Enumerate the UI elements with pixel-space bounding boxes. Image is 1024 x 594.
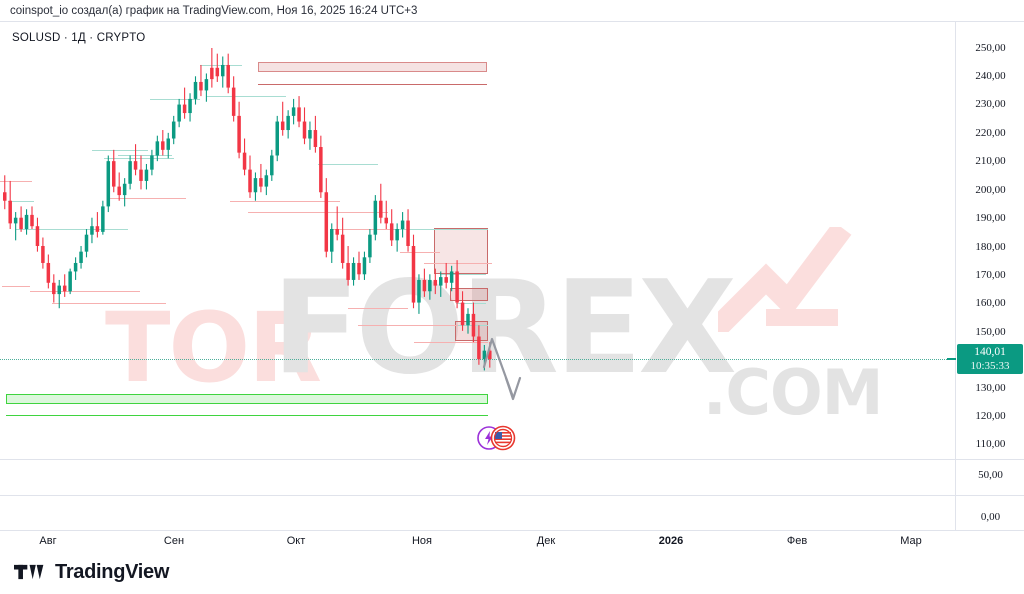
plot-separator <box>0 495 955 496</box>
price-level-line[interactable] <box>2 285 30 287</box>
price-level-line[interactable] <box>0 180 32 182</box>
price-tick-18000: 180,00 <box>975 241 1006 253</box>
economic-event-marker[interactable] <box>476 424 516 452</box>
time-tick-Фев: Фев <box>786 535 808 547</box>
candlestick-series <box>3 48 492 371</box>
price-level-line[interactable] <box>52 302 166 304</box>
footer-branding: TradingView <box>0 550 1024 594</box>
price-tick-16000: 160,00 <box>975 297 1006 309</box>
price-tick-22000: 220,00 <box>975 127 1006 139</box>
price-level-line[interactable] <box>16 229 128 231</box>
time-tick-Авг: Авг <box>39 535 57 547</box>
support-zone-126[interactable] <box>6 394 488 405</box>
price-tick-5000: 50,00 <box>978 469 1003 481</box>
price-level-line[interactable] <box>92 149 148 151</box>
price-tick-25000: 250,00 <box>975 42 1006 54</box>
time-tick-Дек: Дек <box>536 535 556 547</box>
price-tick-11000: 110,00 <box>975 438 1006 450</box>
price-level-line[interactable] <box>358 325 474 327</box>
current-price-dotted-line <box>0 359 955 361</box>
tradingview-wordmark: TradingView <box>55 560 170 583</box>
price-tick-21000: 210,00 <box>975 155 1006 167</box>
resistance-zone-top[interactable] <box>258 61 487 73</box>
price-badge-tail <box>947 358 956 361</box>
resistance-zone-175[interactable] <box>434 227 488 275</box>
price-level-line[interactable] <box>8 200 34 202</box>
price-tick-20000: 200,00 <box>975 184 1006 196</box>
current-price-time: 10:35:33 <box>970 360 1010 373</box>
price-tick-000: 0,00 <box>980 511 1001 523</box>
axis-separator <box>956 495 1024 496</box>
price-tick-17000: 170,00 <box>975 269 1006 281</box>
time-tick-Мар: Мар <box>900 535 922 547</box>
price-tick-15000: 150,00 <box>975 326 1006 338</box>
price-level-line[interactable] <box>318 163 378 165</box>
price-level-line[interactable] <box>440 274 486 276</box>
price-level-line[interactable] <box>6 415 488 417</box>
price-tick-24000: 240,00 <box>975 70 1006 82</box>
price-tick-13000: 130,00 <box>975 382 1006 394</box>
price-level-line[interactable] <box>30 291 140 293</box>
chart-frame: TOR FOREX .COM SOLUSD · 1Д · CRYPTO <box>0 21 1024 551</box>
attribution-text: coinspot_io создал(а) график на TradingV… <box>10 4 418 17</box>
price-level-line[interactable] <box>414 342 488 344</box>
price-level-line[interactable] <box>258 84 487 86</box>
price-tick-19000: 190,00 <box>975 212 1006 224</box>
price-level-line[interactable] <box>424 262 492 264</box>
price-level-line[interactable] <box>118 155 172 157</box>
axis-separator <box>956 459 1024 460</box>
chart-plot-area[interactable]: TOR FOREX .COM SOLUSD · 1Д · CRYPTO <box>0 22 955 530</box>
attribution-bar: coinspot_io создал(а) график на TradingV… <box>0 0 1024 21</box>
plot-separator <box>0 459 955 460</box>
price-level-line[interactable] <box>206 96 286 98</box>
price-tick-23000: 230,00 <box>975 98 1006 110</box>
time-tick-Ноя: Ноя <box>411 535 433 547</box>
tradingview-logo-icon <box>14 564 44 580</box>
time-axis[interactable]: Авг Сен Окт Ноя Дек 2026 Фев Мар <box>0 530 1024 551</box>
price-level-line[interactable] <box>230 200 340 202</box>
price-level-line[interactable] <box>248 212 388 214</box>
price-level-line[interactable] <box>108 197 186 199</box>
chart-legend: SOLUSD · 1Д · CRYPTO <box>12 32 146 44</box>
time-tick-2026: 2026 <box>658 535 684 547</box>
current-price-value: 140,01 <box>974 346 1006 359</box>
price-axis[interactable]: 250,00 240,00 230,00 220,00 210,00 200,00 190,… <box>955 22 1024 530</box>
price-level-line[interactable] <box>150 98 200 100</box>
price-level-line[interactable] <box>392 229 488 231</box>
current-price-badge[interactable]: 140,01 10:35:33 <box>957 344 1023 375</box>
price-tick-12000: 120,00 <box>975 410 1006 422</box>
price-level-line[interactable] <box>104 158 174 160</box>
time-tick-Сен: Сен <box>163 535 185 547</box>
price-level-line[interactable] <box>348 308 408 310</box>
resistance-zone-163[interactable] <box>450 287 488 302</box>
price-level-line[interactable] <box>456 302 486 304</box>
price-level-line[interactable] <box>400 251 440 253</box>
time-tick-Окт: Окт <box>286 535 306 547</box>
